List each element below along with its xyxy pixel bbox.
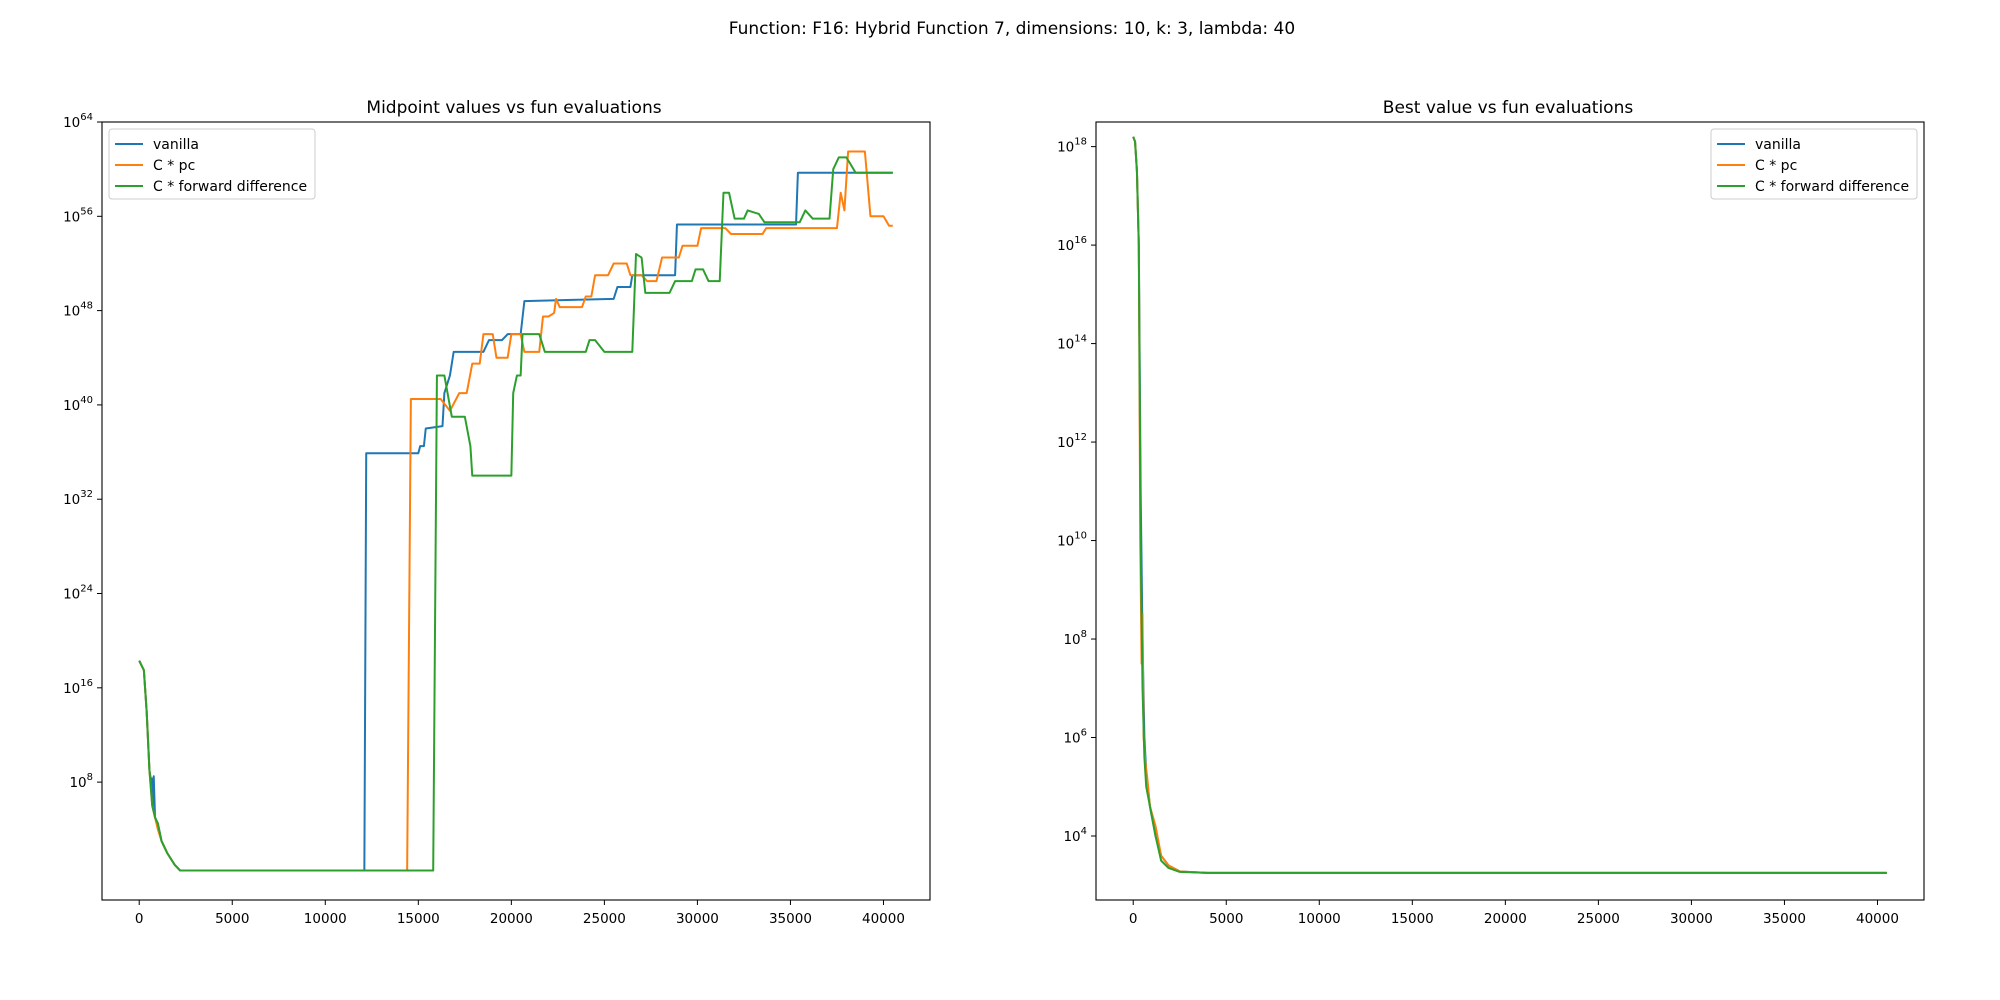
right-chart-ytick-label: 104 [1063, 826, 1087, 845]
left-chart-ytick-label: 1016 [63, 678, 93, 697]
left-chart-ytick-label: 1056 [63, 206, 93, 225]
right-chart-xtick-label: 25000 [1577, 911, 1620, 927]
right-chart-xtick-label: 20000 [1484, 911, 1527, 927]
right-chart-xtick-label: 15000 [1391, 911, 1434, 927]
right-chart-legend-box [1710, 128, 1918, 200]
right-chart-xtick-label: 35000 [1763, 911, 1806, 927]
left-chart-ytick-label: 1064 [63, 112, 93, 131]
right-chart-legend-label-1: C * pc [1755, 158, 1797, 174]
left-chart-legend-label-2: C * forward difference [153, 179, 307, 195]
right-chart-series-1-line [1132, 136, 1887, 874]
left-chart-ytick-label: 1024 [63, 584, 93, 603]
left-chart-xtick-label: 20000 [490, 911, 533, 927]
left-chart-legend-box [108, 128, 316, 200]
left-chart-legend-label-0: vanilla [153, 137, 199, 153]
left-chart-xtick-label: 0 [135, 911, 144, 927]
right-chart-ytick-label: 1014 [1057, 334, 1087, 353]
left-chart-frame [101, 121, 931, 901]
right-chart-series-2-line [1132, 136, 1887, 874]
right-chart-frame [1095, 121, 1925, 901]
right-chart-xtick-label: 10000 [1298, 911, 1341, 927]
right-chart-ytick-label: 1012 [1057, 432, 1087, 451]
right-chart-ytick-label: 1010 [1057, 531, 1087, 550]
left-chart-ytick-label: 1048 [63, 301, 93, 320]
left-chart-xtick-label: 15000 [397, 911, 440, 927]
right-chart-ytick-label: 108 [1063, 629, 1087, 648]
right-chart-xtick-label: 40000 [1856, 911, 1899, 927]
left-chart-ytick-label: 1032 [63, 489, 93, 508]
left-chart-series-2-line [138, 156, 893, 872]
right-chart-ytick-label: 1018 [1057, 137, 1087, 156]
right-chart-ytick-label: 106 [1063, 728, 1087, 747]
figure-suptitle: Function: F16: Hybrid Function 7, dimens… [729, 19, 1295, 39]
right-chart: Best value vs fun evaluations 0 5000 10000… [1057, 98, 1925, 927]
left-chart-ytick-label: 108 [69, 772, 93, 791]
right-chart-legend-label-2: C * forward difference [1755, 179, 1909, 195]
right-chart-xtick-label: 5000 [1209, 911, 1243, 927]
left-chart-ytick-label: 1040 [63, 395, 93, 414]
left-chart-series-0-line [138, 171, 893, 872]
right-chart-series-0-line [1132, 136, 1887, 874]
left-chart-legend: vanilla C * pc C * forward difference [108, 128, 316, 200]
right-chart-xtick-label: 0 [1129, 911, 1138, 927]
right-chart-title: Best value vs fun evaluations [1383, 98, 1634, 118]
right-chart-legend: vanilla C * pc C * forward difference [1710, 128, 1918, 200]
left-chart-xtick-label: 35000 [769, 911, 812, 927]
left-chart-legend-label-1: C * pc [153, 158, 195, 174]
left-chart-xtick-label: 25000 [583, 911, 626, 927]
left-chart-xtick-label: 5000 [215, 911, 249, 927]
left-chart-title: Midpoint values vs fun evaluations [366, 98, 661, 118]
left-chart-xtick-label: 40000 [862, 911, 905, 927]
left-chart: Midpoint values vs fun evaluations 0 5000… [63, 98, 931, 927]
right-chart-legend-label-0: vanilla [1755, 137, 1801, 153]
right-chart-xtick-label: 30000 [1670, 911, 1713, 927]
left-chart-xtick-label: 10000 [304, 911, 347, 927]
right-chart-ytick-label: 1016 [1057, 235, 1087, 254]
left-chart-series-1-line [138, 150, 893, 872]
left-chart-xtick-label: 30000 [676, 911, 719, 927]
